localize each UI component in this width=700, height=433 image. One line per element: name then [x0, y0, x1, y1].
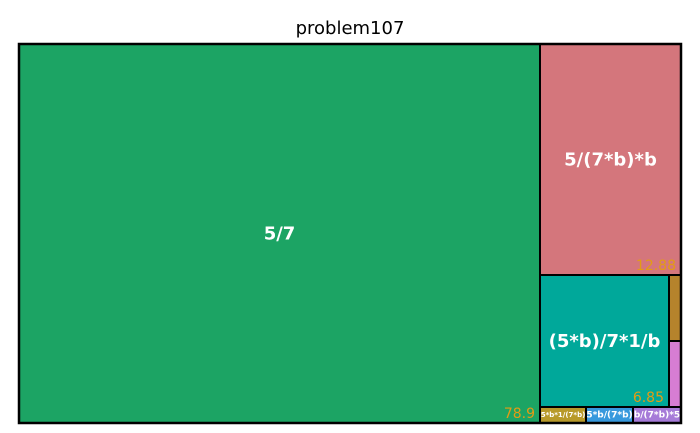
- treemap-tile-5-7-b-b: [539, 43, 682, 276]
- tile-label: b/(7*b)*5: [634, 411, 680, 421]
- chart-title: problem107: [296, 18, 405, 39]
- treemap-tile-segment-3: [668, 274, 682, 342]
- tile-value-label: 78.9: [504, 406, 535, 422]
- treemap-tiles: 5/7 78.9 5/(7*b)*b 12.88 (5*b)/7*1/b 6.85 5*b*…: [17, 42, 683, 425]
- treemap-tile-5-b-7-1-b: [539, 274, 670, 408]
- tile-label: 5/7: [264, 224, 296, 245]
- treemap-tile-5-7: [18, 43, 541, 424]
- tile-label: 5*b/(7*b): [586, 411, 632, 421]
- tile-value-label: 12.88: [636, 258, 676, 274]
- tile-label: 5*b*1/(7*b): [541, 411, 586, 419]
- plot-border: [17, 42, 683, 425]
- tile-label: (5*b)/7*1/b: [549, 331, 661, 352]
- tile-value-label: 6.85: [633, 390, 664, 406]
- tile-label: 5/(7*b)*b: [564, 150, 657, 171]
- treemap-tile-segment-4: [668, 340, 682, 408]
